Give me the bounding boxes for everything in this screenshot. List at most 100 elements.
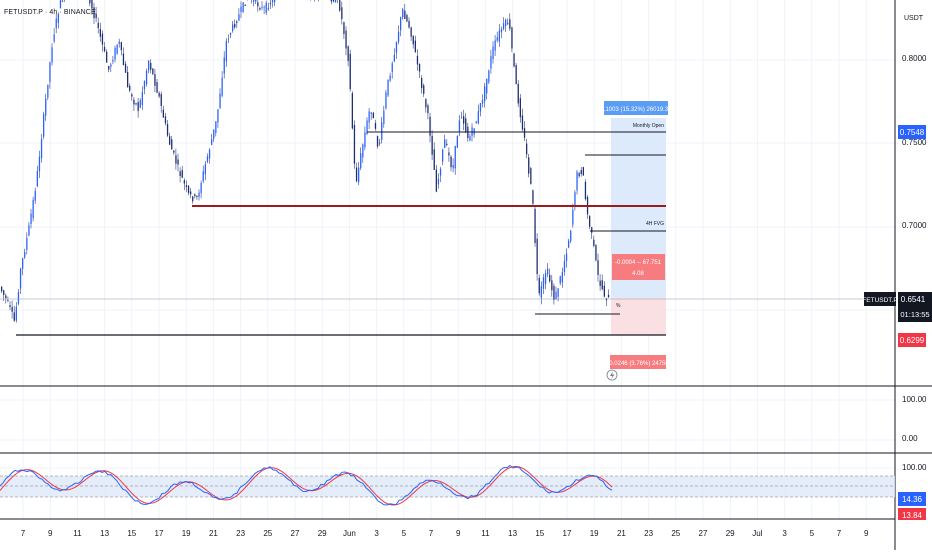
candle-body [387, 79, 389, 96]
candle-body [13, 312, 15, 321]
candle-body [383, 110, 385, 124]
candle-body [355, 167, 358, 182]
candle-body [271, 0, 274, 3]
time-label: 5 [810, 529, 815, 538]
candle-body [45, 98, 47, 116]
current-symbol: FETUSDT.P [862, 297, 897, 304]
candle-body [603, 285, 605, 297]
time-label: 19 [182, 529, 191, 538]
candle-body [116, 44, 118, 54]
candle-body [232, 24, 234, 32]
candle-body [454, 145, 456, 169]
candle-body [173, 150, 175, 153]
candle-body [334, 0, 337, 3]
candle-body [135, 103, 137, 105]
candle-body [433, 149, 435, 170]
candle-body [389, 75, 391, 81]
candle-body [238, 14, 240, 21]
stop-label: -0.0246 (3.76%) 24750 [607, 361, 669, 367]
candle-body [95, 13, 97, 19]
candle-body [509, 19, 511, 29]
current-price-box [898, 292, 932, 322]
candle-body [24, 252, 26, 258]
candle-body [523, 128, 526, 138]
candle-body [473, 128, 475, 135]
candle-body [99, 28, 101, 37]
stop-zone[interactable] [611, 298, 666, 335]
candle-body [194, 194, 196, 197]
grid [0, 0, 895, 519]
candle-body [465, 118, 467, 132]
time-label: 23 [644, 529, 653, 538]
candle-body [589, 215, 591, 227]
candle-body [164, 116, 167, 124]
candle-body [423, 85, 425, 94]
candle-body [515, 65, 517, 85]
candle-body [261, 6, 263, 8]
candle-body [225, 40, 227, 62]
countdown: 01:13:55 [900, 310, 929, 319]
candle-body [559, 276, 561, 284]
candle-body [492, 46, 494, 60]
candle-body [530, 168, 532, 185]
lightning-icon-glyph [610, 371, 615, 380]
candle-body [555, 291, 557, 300]
candle-body [158, 92, 160, 97]
stoch-value-cut-box [898, 508, 926, 520]
candle-body [198, 192, 200, 197]
candle-body [494, 40, 496, 51]
candle-body [9, 305, 11, 307]
candle-body [259, 8, 261, 10]
candle-body [544, 272, 547, 285]
candle-body [229, 33, 232, 35]
time-label: 3 [782, 529, 787, 538]
time-label: 11 [481, 529, 490, 538]
candle-body [242, 2, 244, 12]
candle-body [366, 120, 368, 134]
candle-body [385, 92, 387, 109]
candle-body [393, 54, 395, 62]
candle-body [219, 93, 221, 109]
candle-body [431, 135, 433, 155]
stoch-d-line [0, 465, 613, 506]
candle-body [150, 62, 152, 70]
time-axis[interactable]: 7 9 11 13 15 17 19 21 23 25 27 29 Jun 3 5 7 9 11 13 15 17 19 2… [21, 529, 869, 538]
candle-body [141, 91, 143, 105]
candle-body [160, 94, 162, 106]
candle-body [127, 72, 129, 88]
candle-body [400, 17, 402, 31]
candle-body [463, 116, 465, 124]
candle-body [582, 167, 584, 176]
candle-body [139, 100, 141, 108]
candle-body [364, 132, 366, 148]
candle-body [551, 280, 553, 291]
candle-body [521, 115, 524, 130]
candle-body [162, 109, 164, 118]
ind1-tick-100: 100.00 [902, 395, 927, 404]
candle-body [101, 33, 104, 45]
candle-body [332, 0, 335, 2]
time-label: 25 [263, 529, 272, 538]
time-label: 19 [590, 529, 599, 538]
time-label: 29 [726, 529, 735, 538]
upper-price-label-box [898, 125, 926, 139]
candle-body [362, 144, 364, 158]
candle-body [511, 27, 513, 49]
candle-body [43, 114, 45, 137]
candle-body [213, 129, 215, 139]
time-label: 7 [21, 529, 26, 538]
candle-body [439, 168, 442, 176]
candle-body [452, 164, 454, 169]
candle-body [368, 111, 370, 123]
candle-body [607, 294, 610, 298]
candle-body [475, 121, 477, 124]
candle-body [143, 81, 146, 90]
candle-body [55, 18, 57, 29]
candle-body [269, 3, 272, 4]
candle-body [570, 230, 572, 242]
stoch-k-line [0, 464, 613, 506]
candlesticks [1, 0, 610, 323]
candle-body [427, 105, 429, 114]
